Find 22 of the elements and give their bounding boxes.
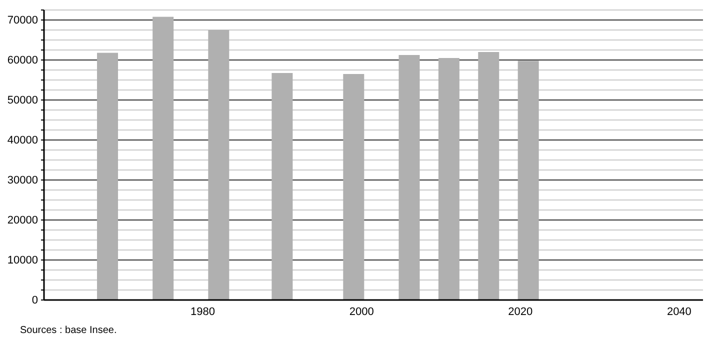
y-tick-label: 40000	[7, 134, 38, 147]
bar	[438, 58, 460, 300]
bar	[518, 60, 539, 300]
y-tick-label: 70000	[7, 14, 38, 27]
bar	[97, 52, 118, 300]
y-tick-label: 50000	[7, 94, 38, 107]
y-tick-label: 30000	[7, 174, 38, 187]
bar	[343, 74, 364, 300]
y-tick-label: 0	[32, 294, 38, 307]
bar	[478, 52, 500, 300]
y-tick-label: 10000	[7, 254, 38, 267]
bar	[152, 16, 174, 300]
x-tick-label: 2040	[666, 306, 692, 318]
bar	[398, 55, 420, 300]
bar	[208, 30, 230, 300]
source-note: Sources : base Insee.	[20, 325, 117, 336]
y-tick-label: 60000	[7, 54, 38, 67]
x-tick-label: 1980	[190, 306, 216, 318]
x-tick-label: 2000	[349, 306, 374, 318]
bar	[272, 73, 293, 300]
x-tick-label: 2020	[508, 306, 533, 318]
y-tick-label: 20000	[7, 214, 38, 227]
